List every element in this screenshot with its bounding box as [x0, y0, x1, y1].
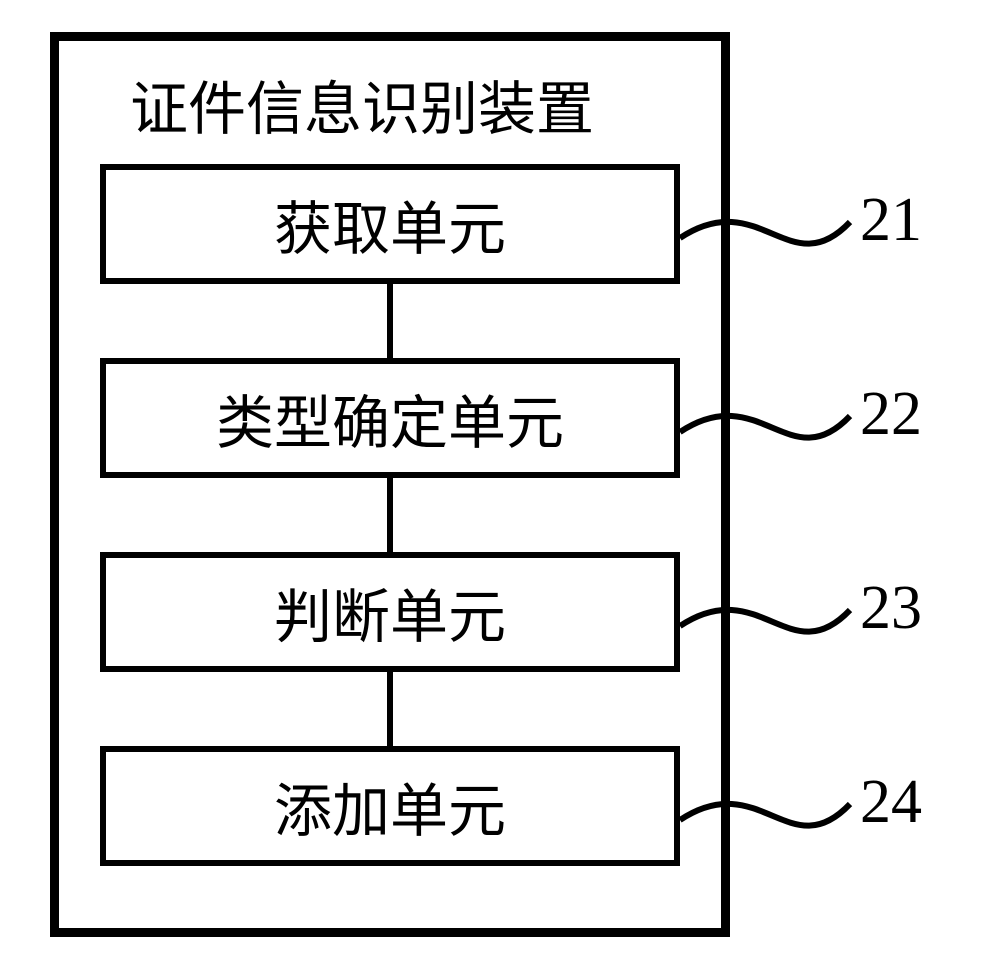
ref-label-23: 23: [860, 573, 922, 644]
ref-label-22: 22: [860, 379, 922, 450]
ref-label-24: 24: [860, 767, 922, 838]
ref-label-21: 21: [860, 185, 922, 256]
leader-24: [0, 0, 999, 963]
